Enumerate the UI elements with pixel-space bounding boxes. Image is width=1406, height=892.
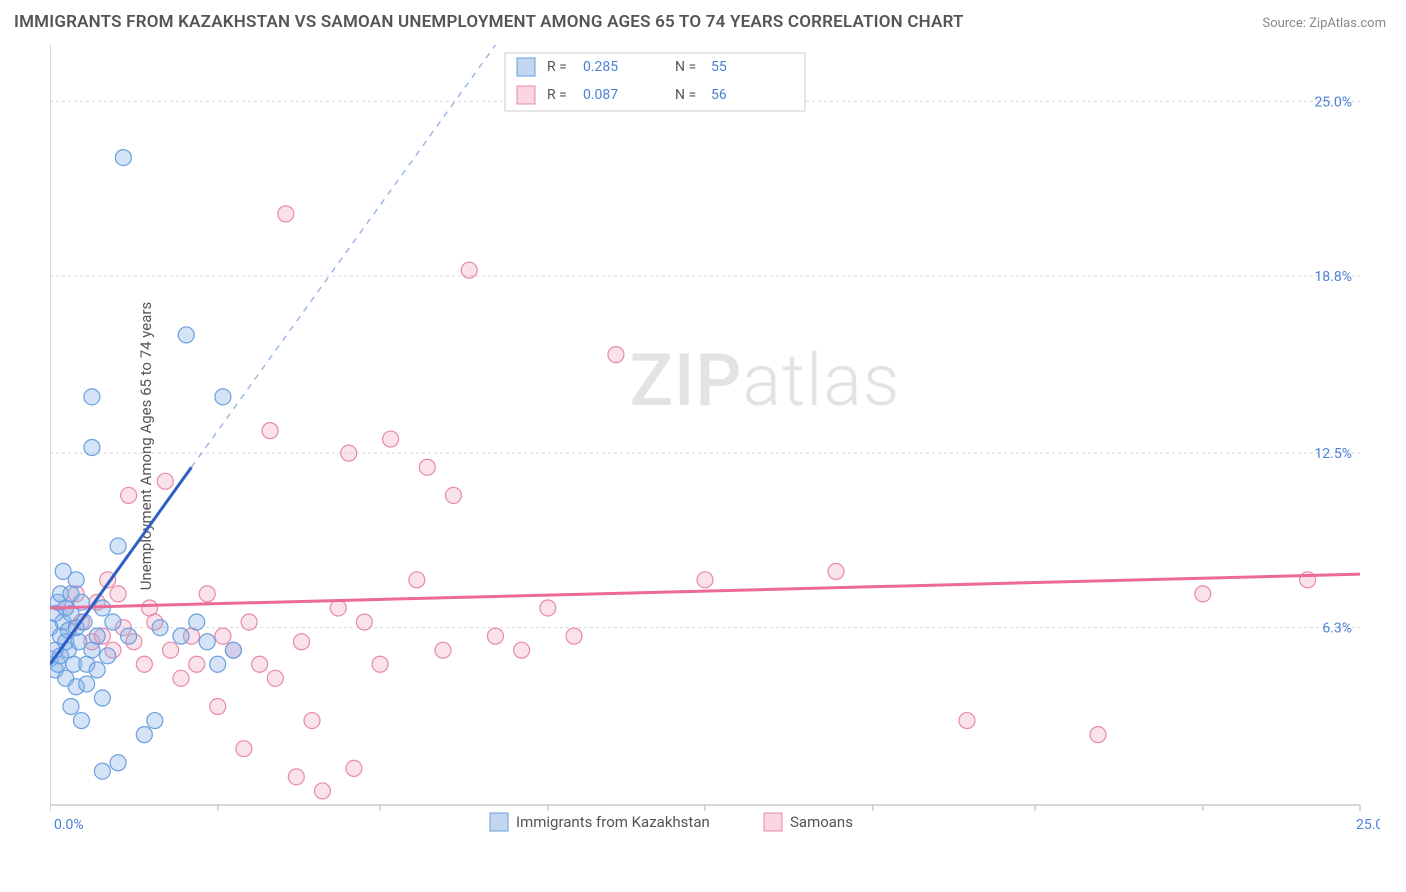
- source-link[interactable]: ZipAtlas.com: [1309, 16, 1386, 31]
- data-point: [94, 690, 110, 706]
- data-point: [409, 572, 425, 588]
- data-point: [121, 628, 137, 644]
- data-point: [341, 445, 357, 461]
- legend-label: Samoans: [790, 813, 853, 831]
- stat-r-value: 0.285: [583, 59, 618, 75]
- watermark: ZIPatlas: [630, 338, 901, 423]
- y-tick-label: 25.0%: [1314, 94, 1352, 110]
- stat-r-label: R =: [547, 59, 567, 75]
- data-point: [1195, 586, 1211, 602]
- y-tick-label: 18.8%: [1314, 269, 1352, 285]
- data-point: [445, 487, 461, 503]
- data-point: [252, 656, 268, 672]
- data-point: [294, 634, 310, 650]
- data-point: [210, 698, 226, 714]
- stat-n-label: N =: [675, 59, 696, 75]
- data-point: [383, 431, 399, 447]
- data-point: [210, 656, 226, 672]
- data-point: [225, 642, 241, 658]
- stat-r-value: 0.087: [583, 87, 618, 103]
- stat-n-value: 55: [711, 59, 727, 75]
- y-tick-label: 6.3%: [1322, 621, 1352, 637]
- data-point: [372, 656, 388, 672]
- source-attribution: Source: ZipAtlas.com: [1262, 16, 1386, 31]
- source-prefix: Source:: [1262, 16, 1309, 31]
- data-point: [262, 423, 278, 439]
- data-point: [163, 642, 179, 658]
- data-point: [189, 656, 205, 672]
- data-point: [84, 389, 100, 405]
- data-point: [173, 670, 189, 686]
- data-point: [63, 698, 79, 714]
- data-point: [110, 538, 126, 554]
- chart-title: IMMIGRANTS FROM KAZAKHSTAN VS SAMOAN UNE…: [14, 12, 964, 32]
- data-point: [89, 662, 105, 678]
- x-max-label: 25.0%: [1356, 817, 1380, 833]
- stat-swatch: [517, 86, 535, 104]
- data-point: [540, 600, 556, 616]
- trend-line-kazakhstan-extrapolated: [191, 45, 495, 467]
- y-tick-label: 12.5%: [1314, 446, 1352, 462]
- data-point: [79, 676, 95, 692]
- scatter-plot: 6.3% 12.5% 18.8% 25.0% ZIPatlas R = 0.285 N = 55…: [50, 45, 1380, 835]
- stat-n-label: N =: [675, 87, 696, 103]
- data-point: [330, 600, 346, 616]
- data-point: [566, 628, 582, 644]
- legend-swatch: [764, 813, 782, 831]
- data-point: [110, 755, 126, 771]
- data-point: [1090, 727, 1106, 743]
- data-point: [136, 727, 152, 743]
- data-point: [278, 206, 294, 222]
- data-point: [288, 769, 304, 785]
- data-point: [121, 487, 137, 503]
- data-point: [241, 614, 257, 630]
- data-point: [178, 327, 194, 343]
- legend-label: Immigrants from Kazakhstan: [516, 813, 710, 831]
- data-point: [236, 741, 252, 757]
- data-point: [136, 656, 152, 672]
- data-point: [157, 473, 173, 489]
- data-point: [189, 614, 205, 630]
- data-point: [959, 713, 975, 729]
- data-point: [199, 586, 215, 602]
- data-point: [199, 634, 215, 650]
- data-point: [215, 628, 231, 644]
- data-point: [73, 713, 89, 729]
- data-point: [346, 760, 362, 776]
- data-point: [68, 572, 84, 588]
- data-point: [608, 347, 624, 363]
- data-point: [147, 713, 163, 729]
- data-point: [173, 628, 189, 644]
- x-min-label: 0.0%: [54, 817, 84, 833]
- data-point: [697, 572, 713, 588]
- data-point: [105, 614, 121, 630]
- data-point: [115, 150, 131, 166]
- data-point: [94, 763, 110, 779]
- data-point: [152, 620, 168, 636]
- data-point: [89, 628, 105, 644]
- data-point: [267, 670, 283, 686]
- data-point: [84, 440, 100, 456]
- data-point: [514, 642, 530, 658]
- data-point: [487, 628, 503, 644]
- data-point: [314, 783, 330, 799]
- data-point: [435, 642, 451, 658]
- data-point: [419, 459, 435, 475]
- data-point: [110, 586, 126, 602]
- stat-n-value: 56: [711, 87, 727, 103]
- data-point: [100, 648, 116, 664]
- data-point: [215, 389, 231, 405]
- data-point: [304, 713, 320, 729]
- legend-swatch: [490, 813, 508, 831]
- stat-swatch: [517, 58, 535, 76]
- data-point: [356, 614, 372, 630]
- chart-svg: 6.3% 12.5% 18.8% 25.0% ZIPatlas R = 0.285 N = 55…: [50, 45, 1380, 835]
- data-point: [828, 563, 844, 579]
- stat-r-label: R =: [547, 87, 567, 103]
- data-point: [461, 262, 477, 278]
